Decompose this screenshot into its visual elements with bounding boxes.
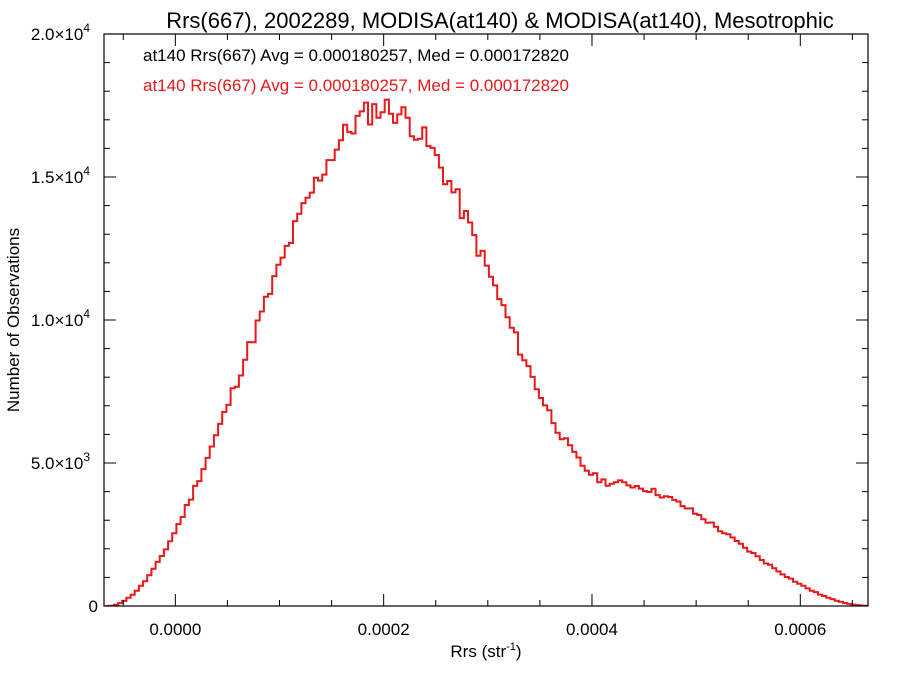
series-1-line <box>105 98 868 606</box>
x-axis-label-suffix: ) <box>516 642 522 661</box>
y-axis-label: Number of Observations <box>4 228 23 412</box>
y-tick-label-0: 0 <box>89 597 98 616</box>
x-axis: 0.0000 0.0002 0.0004 0.0006 <box>122 34 853 639</box>
annotation-2: at140 Rrs(667) Avg = 0.000180257, Med = … <box>143 76 569 95</box>
y-axis: 0 5.0×103 1.0×104 1.5×104 2.0×104 <box>31 21 868 616</box>
series-group <box>105 98 868 606</box>
y-tick-label-4: 2.0×104 <box>31 21 90 44</box>
y-tick-label-3: 1.5×104 <box>31 164 90 187</box>
x-axis-label-base: Rrs (str <box>450 642 506 661</box>
annotation-1: at140 Rrs(667) Avg = 0.000180257, Med = … <box>143 46 569 65</box>
annotations: at140 Rrs(667) Avg = 0.000180257, Med = … <box>143 46 569 95</box>
x-tick-label-2: 0.0004 <box>566 620 618 639</box>
y-tick-label-2: 1.0×104 <box>31 307 90 330</box>
x-axis-label-sup: -1 <box>506 641 516 653</box>
x-tick-label-1: 0.0002 <box>358 620 410 639</box>
x-tick-label-0: 0.0000 <box>149 620 201 639</box>
chart-title: Rrs(667), 2002289, MODISA(at140) & MODIS… <box>166 8 834 33</box>
plot-frame <box>103 33 869 607</box>
x-axis-label: Rrs (str-1) <box>450 641 521 661</box>
y-tick-label-1: 5.0×103 <box>31 450 90 473</box>
x-tick-label-3: 0.0006 <box>774 620 826 639</box>
